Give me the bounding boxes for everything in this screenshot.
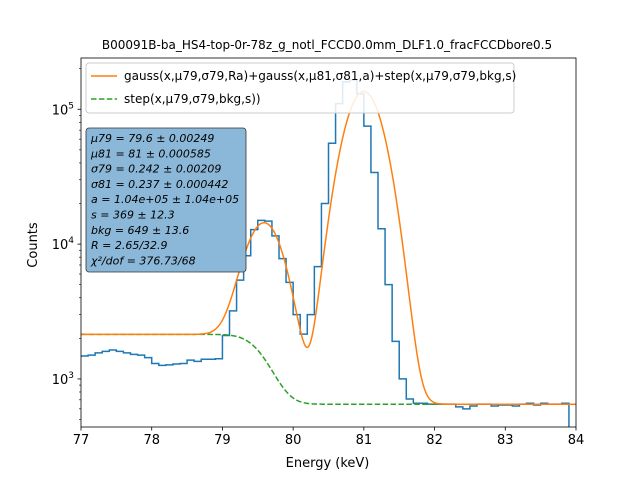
y-tick-label: 105 bbox=[52, 101, 74, 118]
x-tick-label: 80 bbox=[285, 433, 302, 448]
x-tick-label: 84 bbox=[568, 433, 585, 448]
fit-parameter-line: bkg = 649 ± 13.6 bbox=[91, 224, 189, 237]
y-tick-label: 103 bbox=[52, 371, 74, 388]
x-tick-label: 83 bbox=[497, 433, 514, 448]
x-tick-label: 77 bbox=[73, 433, 90, 448]
plot-frame bbox=[80, 57, 577, 428]
legend-label: step(x,μ79,σ79,bkg,s)) bbox=[124, 92, 261, 106]
fit-parameter-line: R = 2.65/32.9 bbox=[91, 239, 168, 252]
fit-curve bbox=[81, 90, 576, 405]
legend-label: gauss(x,μ79,σ79,Ra)+gauss(x,μ81,σ81,a)+s… bbox=[124, 69, 516, 83]
plot-area bbox=[80, 57, 577, 428]
fit-box-background bbox=[85, 127, 247, 273]
x-tick-label: 78 bbox=[143, 433, 160, 448]
fit-parameter-line: σ81 = 0.237 ± 0.000442 bbox=[91, 178, 228, 191]
fit-parameter-line: χ²/dof = 376.73/68 bbox=[90, 254, 196, 267]
x-axis: 77 78 79 80 81 82 83 84 bbox=[73, 427, 585, 448]
y-axis: 103 104 105 bbox=[52, 68, 81, 420]
legend-frame bbox=[85, 62, 515, 114]
x-axis-label: Energy (keV) bbox=[286, 456, 370, 471]
x-tick-label: 79 bbox=[214, 433, 231, 448]
step-curve bbox=[81, 333, 576, 405]
fit-parameters-box: μ79 = 79.6 ± 0.00249 μ81 = 81 ± 0.000585 σ… bbox=[85, 127, 247, 273]
chart-title: B00091B-ba_HS4-top-0r-78z_g_notl_FCCD0.0… bbox=[102, 38, 552, 52]
plot-clip bbox=[81, 79, 576, 427]
fit-parameter-line: μ79 = 79.6 ± 0.00249 bbox=[90, 132, 214, 145]
fit-parameter-line: a = 1.04e+05 ± 1.04e+05 bbox=[91, 193, 239, 206]
x-tick-label: 81 bbox=[356, 433, 373, 448]
y-axis-label: Counts bbox=[26, 222, 41, 268]
fit-parameter-line: σ79 = 0.242 ± 0.00209 bbox=[91, 163, 221, 176]
fit-parameter-line: s = 369 ± 12.3 bbox=[91, 209, 175, 222]
fit-parameter-line: μ81 = 81 ± 0.000585 bbox=[90, 147, 211, 160]
y-tick-label: 104 bbox=[52, 236, 75, 253]
legend: gauss(x,μ79,σ79,Ra)+gauss(x,μ81,σ81,a)+s… bbox=[85, 62, 516, 114]
x-tick-label: 82 bbox=[426, 433, 443, 448]
